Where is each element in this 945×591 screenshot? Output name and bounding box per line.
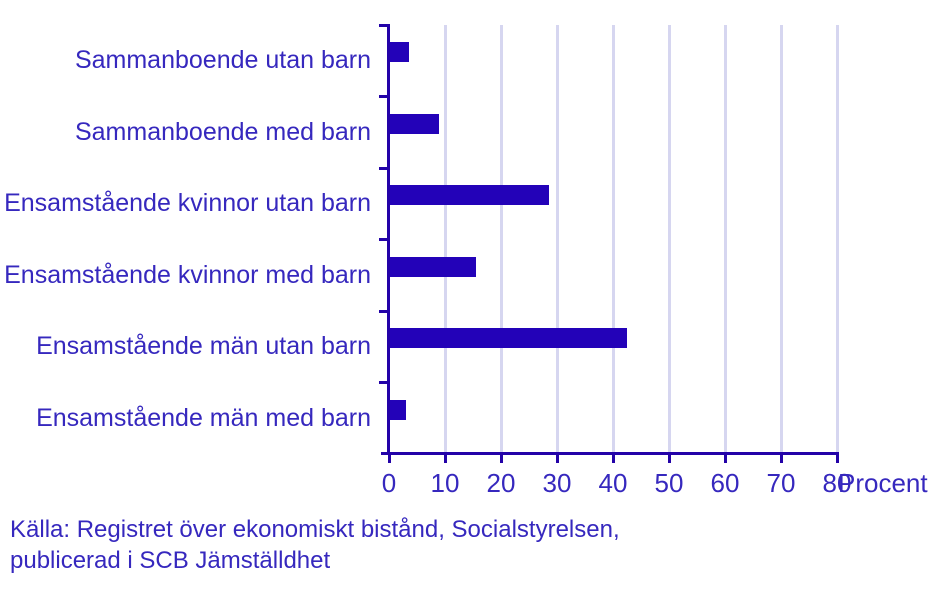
category-label-1: Sammanboende med barn (74, 117, 371, 146)
x-tick-label-80: 80 (822, 468, 852, 498)
bar-2 (389, 185, 549, 205)
category-label-5: Ensamstående män med barn (36, 403, 371, 432)
source-line-2: publicerad i SCB Jämställdhet (10, 547, 331, 574)
x-tick-20 (499, 452, 503, 463)
source-line-1: Källa: Registret över ekonomiskt bistånd… (10, 516, 620, 543)
y-tick-3 (379, 238, 388, 241)
y-tick-0 (379, 23, 388, 27)
y-tick-4 (379, 309, 388, 313)
gridline-60 (723, 25, 727, 454)
gridline-10 (443, 25, 447, 454)
bar-4 (389, 328, 627, 348)
x-tick-label-20: 20 (486, 468, 516, 498)
x-tick-50 (667, 452, 671, 463)
y-tick-5 (379, 381, 388, 384)
gridline-40 (611, 25, 615, 454)
x-tick-80 (835, 452, 839, 463)
bar-0 (389, 42, 409, 62)
gridline-70 (779, 25, 783, 454)
x-axis-title: Procent (838, 468, 928, 498)
y-tick-1 (379, 95, 388, 98)
bar-3 (389, 257, 476, 277)
x-tick-40 (611, 452, 615, 463)
x-axis-line (381, 452, 838, 455)
x-tick-0 (387, 452, 391, 463)
bar-5 (389, 400, 406, 420)
x-tick-label-0: 0 (381, 468, 397, 498)
x-tick-label-10: 10 (430, 468, 460, 498)
category-label-2: Ensamstående kvinnor utan barn (4, 189, 371, 218)
category-label-4: Ensamstående män utan barn (36, 332, 371, 361)
gridline-20 (499, 25, 503, 454)
y-axis-line (387, 24, 390, 455)
x-tick-label-70: 70 (766, 468, 796, 498)
y-tick-2 (379, 166, 388, 170)
x-tick-label-40: 40 (598, 468, 628, 498)
x-tick-30 (555, 452, 559, 463)
x-tick-label-50: 50 (654, 468, 684, 498)
x-tick-60 (723, 452, 727, 463)
x-tick-10 (443, 452, 447, 463)
bar-1 (389, 114, 439, 134)
gridline-80 (835, 25, 839, 454)
x-tick-label-30: 30 (542, 468, 572, 498)
x-tick-70 (779, 452, 783, 463)
gridline-30 (555, 25, 559, 454)
category-label-3: Ensamstående kvinnor med barn (4, 260, 371, 289)
category-label-0: Sammanboende utan barn (74, 46, 371, 75)
gridline-50 (667, 25, 671, 454)
source-note: Källa: Registret över ekonomiskt bistånd… (10, 514, 620, 576)
x-tick-label-60: 60 (710, 468, 740, 498)
